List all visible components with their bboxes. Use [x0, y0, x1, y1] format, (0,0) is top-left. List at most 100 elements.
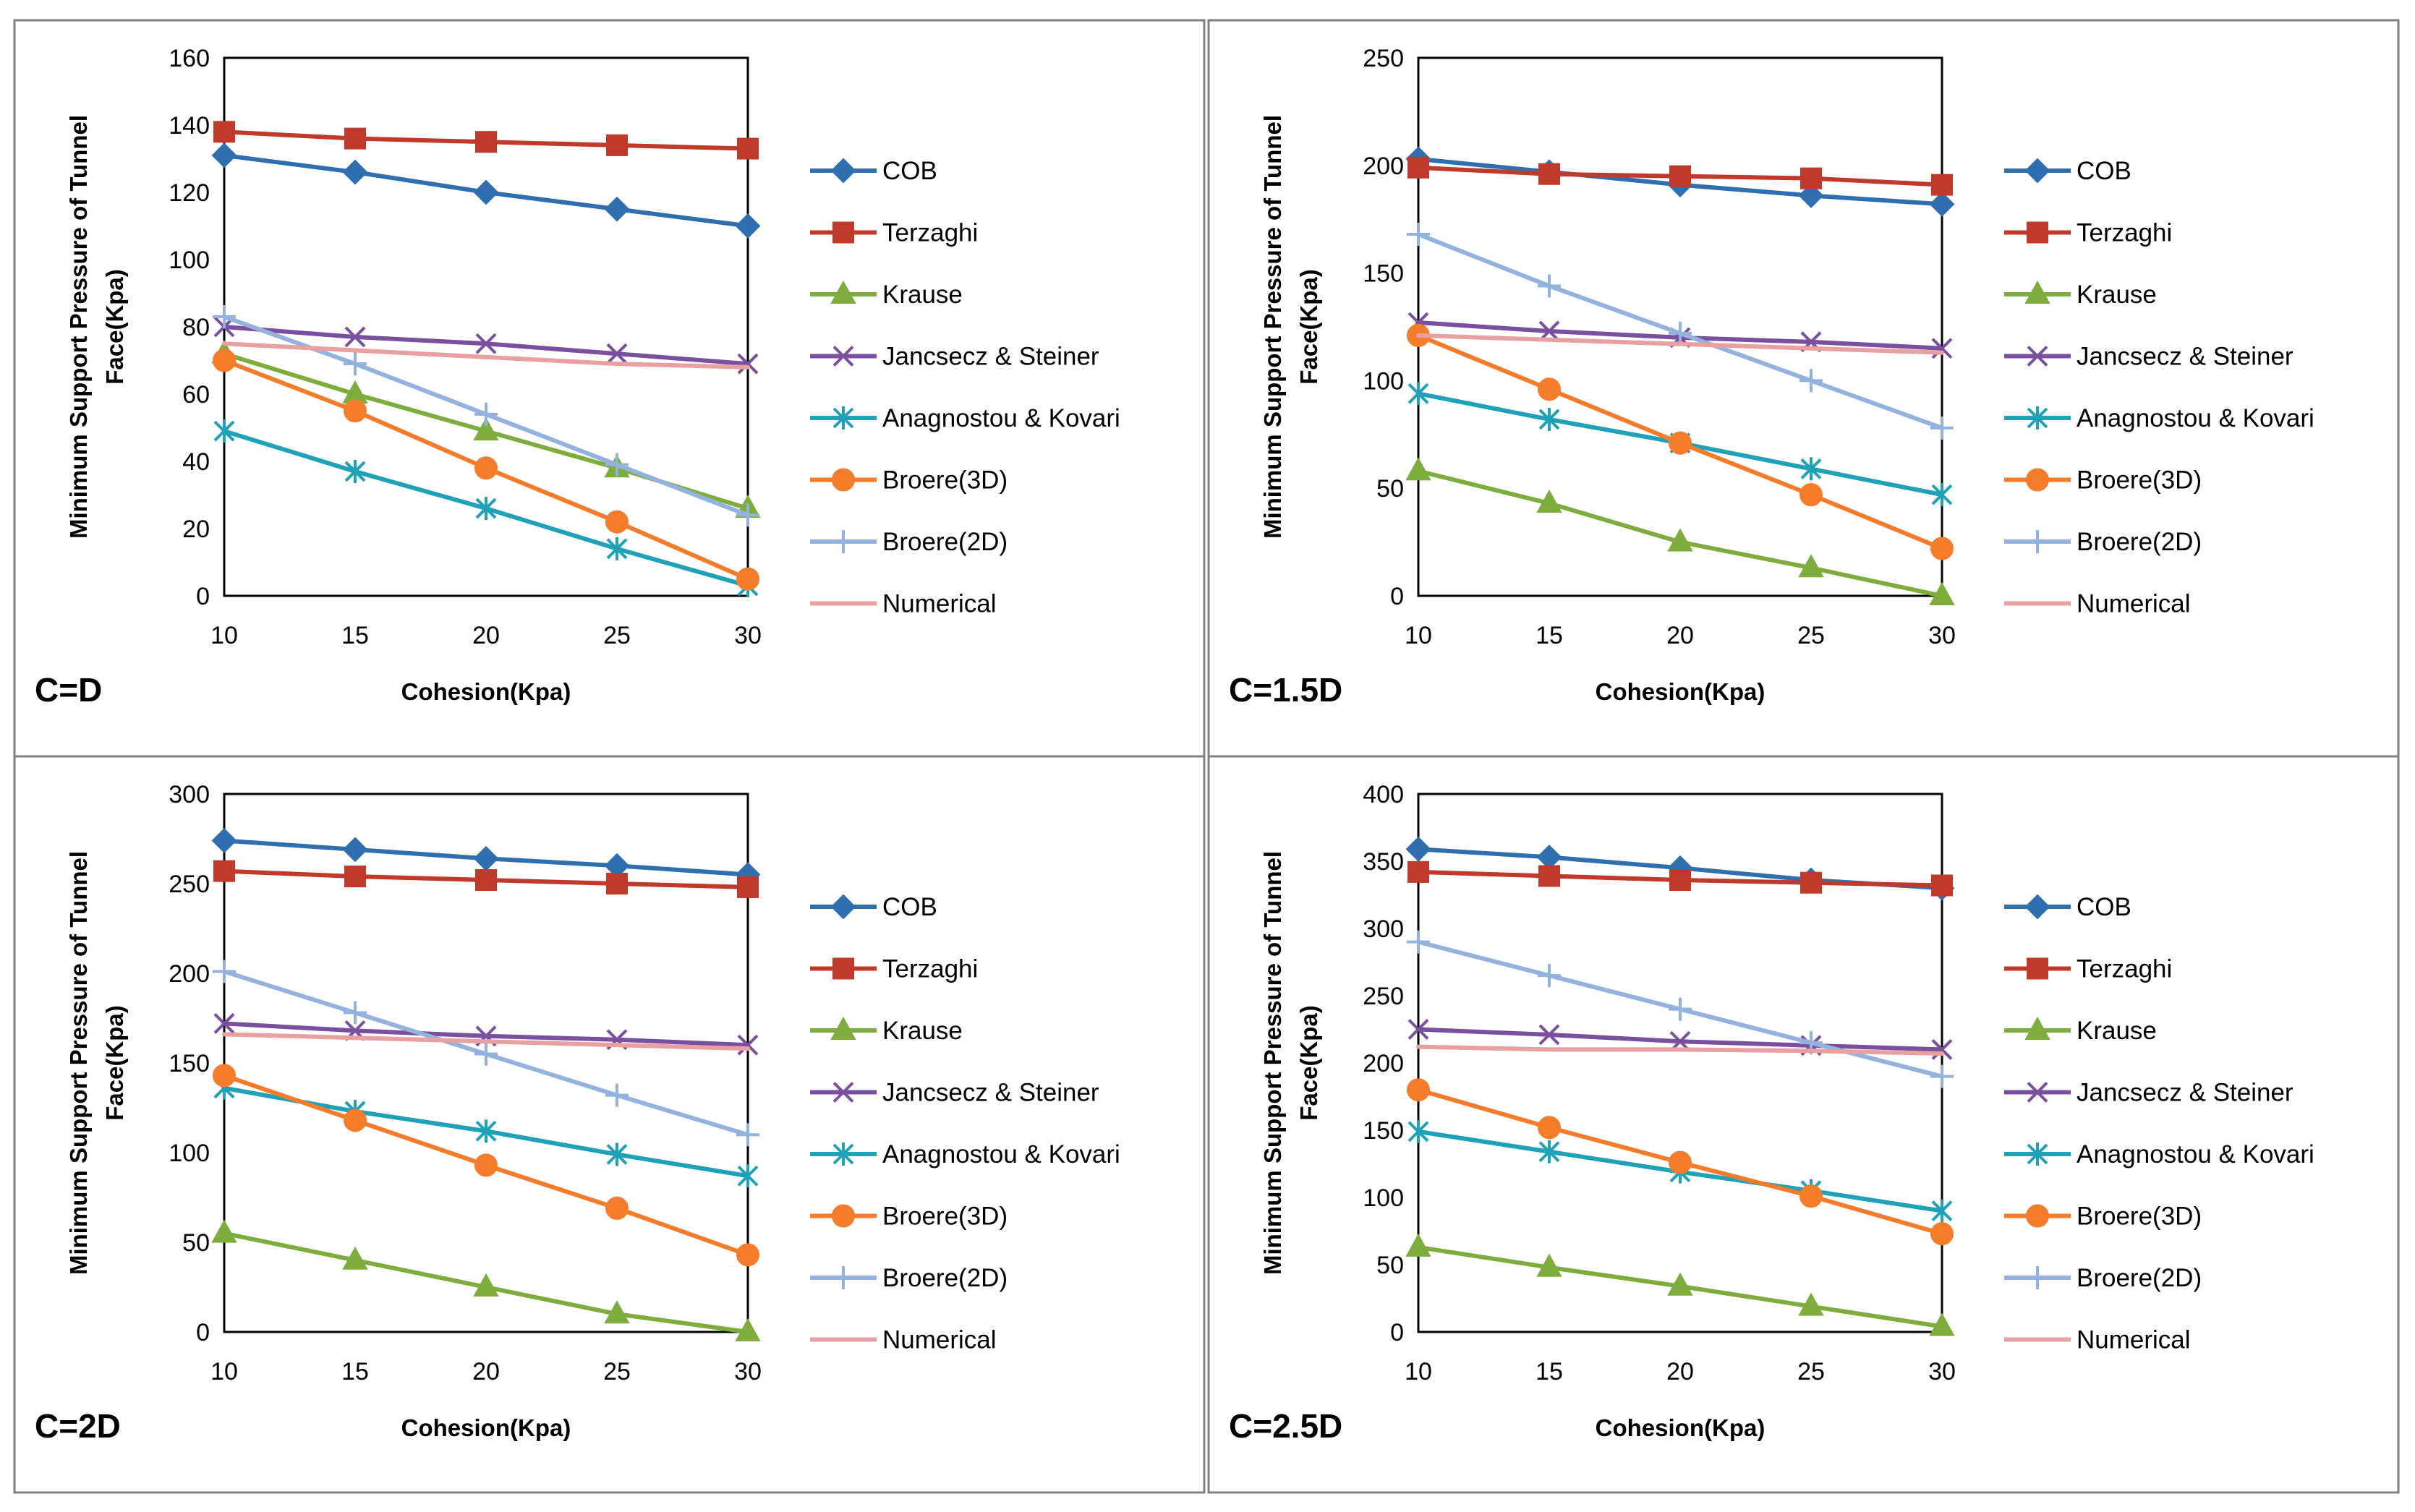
x-tick-label: 10: [1405, 1358, 1432, 1385]
data-point: [213, 1013, 235, 1034]
legend-item: Broere(3D): [810, 1203, 1008, 1231]
series-broere-3d-: [1407, 1078, 1954, 1246]
legend-swatch-marker: [2026, 1266, 2049, 1289]
x-tick-label: 30: [734, 1358, 762, 1385]
y-axis-title-line2: Face(Kpa): [1295, 1005, 1322, 1121]
data-point: [1669, 431, 1692, 455]
series-broere-2d-: [213, 960, 759, 1147]
series-line: [222, 1032, 750, 1051]
data-point: [344, 127, 366, 150]
data-point: [1929, 191, 1955, 217]
legend-item: Broere(3D): [810, 466, 1008, 495]
data-point: [1669, 1150, 1692, 1174]
legend-swatch-marker: [830, 894, 856, 920]
data-point: [737, 1164, 759, 1188]
legend-swatch-marker: [832, 468, 855, 492]
legend-swatch-marker: [832, 1142, 854, 1166]
legend-label: Anagnostou & Kovari: [2077, 404, 2314, 432]
x-axis-title: Cohesion(Kpa): [1596, 1414, 1766, 1441]
legend-item: Jancsecz & Steiner: [810, 343, 1099, 371]
legend-label: Anagnostou & Kovari: [882, 1140, 1120, 1169]
legend-label: Terzaghi: [2077, 219, 2172, 247]
data-point: [736, 503, 759, 527]
y-tick-label: 120: [169, 179, 210, 207]
legend-item: Terzaghi: [810, 219, 978, 247]
chart-panel-1: 0 20 40 60 80 100 120 140 160 10 15 20 25 30 Cohesion(…: [13, 19, 1206, 758]
data-point: [1931, 174, 1953, 196]
series-broere-3d-: [1407, 323, 1954, 560]
legend-item: Krause: [810, 280, 963, 309]
legend-item: Terzaghi: [2004, 219, 2172, 247]
legend-item: Terzaghi: [810, 955, 978, 983]
y-tick-label: 0: [1390, 583, 1404, 610]
legend-label: Terzaghi: [2077, 955, 2172, 983]
legend-label: Krause: [882, 281, 963, 309]
data-point: [475, 497, 497, 521]
series-krause: [211, 1219, 761, 1341]
series-terzaghi: [213, 121, 759, 160]
data-point: [1931, 1199, 1953, 1223]
legend-swatch-marker: [2024, 894, 2050, 920]
y-axis-title-line1: Minimum Support Pressure of Tunnel: [65, 115, 92, 539]
legend-item: Krause: [2004, 1016, 2157, 1045]
data-point: [605, 1083, 629, 1107]
x-tick-label: 15: [341, 1358, 369, 1385]
series-broere-2d-: [1407, 223, 1954, 440]
y-axis-title-line2: Face(Kpa): [101, 1005, 128, 1121]
panel-label: C=D: [35, 671, 102, 709]
data-point: [342, 159, 368, 185]
y-tick-label: 60: [182, 381, 210, 409]
x-axis-title: Cohesion(Kpa): [401, 678, 571, 705]
data-point: [474, 402, 498, 426]
y-tick-label: 50: [1376, 1252, 1404, 1279]
y-axis-title-line1: Minimum Support Pressure of Tunnel: [1259, 115, 1286, 539]
data-point: [1930, 416, 1954, 440]
legend-item: Jancsecz & Steiner: [2004, 1079, 2293, 1107]
x-tick-label: 15: [1536, 622, 1563, 649]
data-point: [1800, 167, 1822, 189]
data-point: [213, 305, 236, 329]
legend-item: Jancsecz & Steiner: [2004, 343, 2293, 371]
data-point: [1669, 321, 1692, 345]
data-point: [1667, 528, 1693, 552]
series-terzaghi: [1407, 156, 1953, 196]
legend-swatch-marker: [2027, 406, 2048, 430]
series-line: [222, 341, 750, 370]
data-point: [604, 1300, 630, 1324]
legend-swatch-marker: [2027, 1142, 2048, 1166]
legend-label: Jancsecz & Steiner: [882, 343, 1099, 371]
data-point: [1799, 1184, 1823, 1208]
data-point: [737, 137, 759, 160]
y-tick-label: 100: [169, 247, 210, 274]
legend-swatch-marker: [832, 957, 854, 980]
chart-panel-4: 0 50 100 150 200 250 300 350 400 10 15 20 25 30 Cohesi…: [1207, 755, 2400, 1494]
x-axis-title: Cohesion(Kpa): [401, 1414, 571, 1441]
legend-swatch-marker: [830, 280, 856, 304]
y-tick-label: 150: [1363, 1117, 1404, 1145]
y-tick-label: 20: [182, 516, 210, 543]
data-point: [1405, 1233, 1431, 1257]
x-tick-label: 20: [1666, 622, 1694, 649]
legend-item: Terzaghi: [2004, 955, 2172, 983]
legend-label: Broere(3D): [2077, 466, 2202, 495]
data-point: [211, 828, 237, 853]
data-point: [1799, 483, 1823, 507]
legend-label: Krause: [2077, 1017, 2157, 1045]
data-point: [475, 131, 497, 153]
legend-label: COB: [882, 893, 937, 921]
x-tick-label: 10: [1405, 622, 1432, 649]
data-point: [213, 1064, 236, 1088]
data-point: [1536, 1253, 1562, 1277]
series-numerical: [222, 1032, 750, 1051]
y-tick-label: 50: [182, 1229, 210, 1257]
legend-swatch-marker: [2026, 1204, 2049, 1228]
series-numerical: [222, 341, 750, 370]
data-point: [1538, 964, 1561, 988]
y-tick-label: 200: [1363, 1050, 1404, 1077]
y-tick-label: 80: [182, 314, 210, 341]
legend-label: Terzaghi: [882, 955, 978, 983]
legend-swatch-marker: [832, 406, 854, 430]
series-terzaghi: [213, 860, 759, 898]
data-point: [473, 179, 499, 205]
